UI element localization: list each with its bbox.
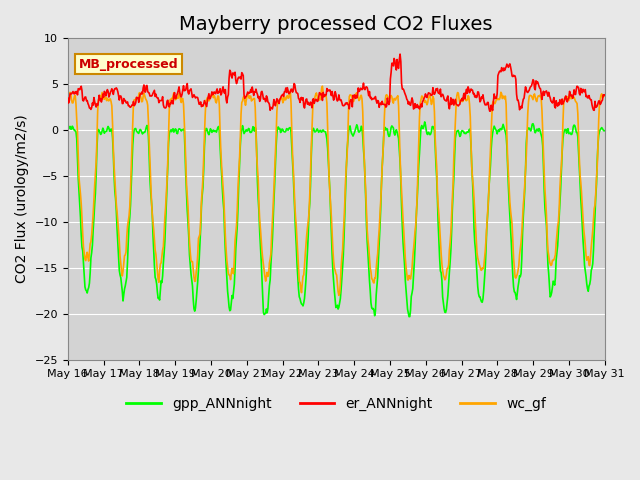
Legend: gpp_ANNnight, er_ANNnight, wc_gf: gpp_ANNnight, er_ANNnight, wc_gf [121,392,552,417]
Y-axis label: CO2 Flux (urology/m2/s): CO2 Flux (urology/m2/s) [15,115,29,283]
Title: Mayberry processed CO2 Fluxes: Mayberry processed CO2 Fluxes [179,15,493,34]
Text: MB_processed: MB_processed [79,58,178,71]
